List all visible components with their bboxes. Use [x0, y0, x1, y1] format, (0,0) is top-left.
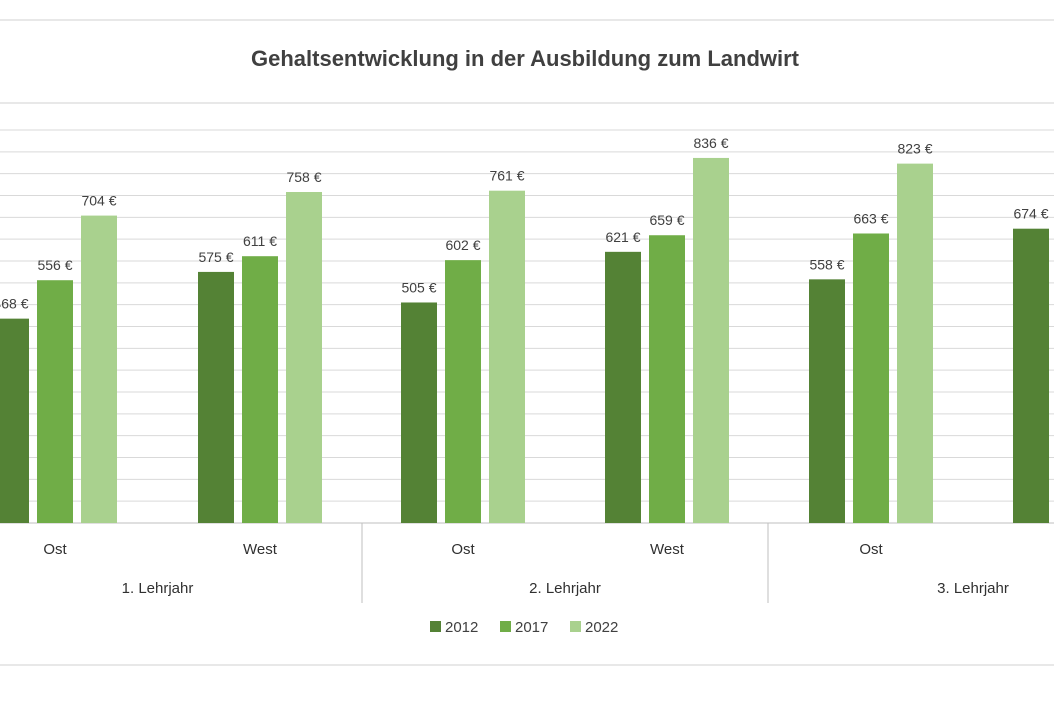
group-label-2: 2. Lehrjahr	[529, 580, 601, 597]
data-label-2022-5: 823 €	[897, 141, 932, 157]
bar-2012-2	[198, 271, 234, 523]
legend-swatch-2022	[570, 621, 581, 632]
data-label-2012-2: 575 €	[198, 249, 233, 265]
bar-2017-2	[242, 256, 278, 523]
bar-2022-5	[897, 163, 933, 523]
bar-2022-4	[693, 157, 729, 524]
category-label-1: Ost	[43, 541, 67, 558]
data-label-2022-2: 758 €	[286, 169, 321, 185]
category-label-5: Ost	[859, 541, 883, 558]
category-label-2: West	[243, 541, 278, 558]
data-label-2012-5: 558 €	[809, 256, 844, 272]
data-label-2012-6: 674 €	[1013, 206, 1048, 222]
legend-label-2012: 2012	[445, 619, 478, 636]
data-label-2022-1: 704 €	[81, 193, 116, 209]
category-label-3: Ost	[451, 541, 475, 558]
bar-2022-2	[286, 192, 322, 524]
data-label-2017-1: 556 €	[37, 257, 72, 273]
bar-2012-6	[1013, 228, 1049, 524]
data-label-2017-5: 663 €	[853, 210, 888, 226]
bar-2012-5	[809, 279, 845, 523]
bar-2012-3	[401, 302, 437, 523]
bar-2012-1	[0, 318, 29, 523]
legend-swatch-2012	[430, 621, 441, 632]
legend-swatch-2017	[500, 621, 511, 632]
data-label-2017-3: 602 €	[445, 237, 480, 253]
data-label-2022-4: 836 €	[693, 135, 728, 151]
group-label-1: 1. Lehrjahr	[122, 580, 194, 597]
group-label-3: 3. Lehrjahr	[937, 580, 1009, 597]
bar-2022-3	[489, 190, 525, 524]
bar-2012-4	[605, 251, 641, 523]
bar-2017-1	[37, 280, 73, 523]
legend-label-2022: 2022	[585, 619, 618, 636]
bar-2017-4	[649, 235, 685, 523]
bar-2022-1	[81, 215, 117, 523]
data-label-2012-1: 468 €	[0, 296, 29, 312]
data-label-2012-3: 505 €	[401, 279, 436, 295]
data-label-2017-4: 659 €	[649, 212, 684, 228]
legend-label-2017: 2017	[515, 619, 548, 636]
bar-2017-3	[445, 260, 481, 523]
category-label-4: West	[650, 541, 685, 558]
bar-2017-5	[853, 233, 889, 524]
data-label-2022-3: 761 €	[489, 168, 524, 184]
chart-title: Gehaltsentwicklung in der Ausbildung zum…	[251, 46, 800, 71]
data-label-2017-2: 611 €	[243, 233, 277, 249]
data-label-2012-4: 621 €	[605, 229, 640, 245]
